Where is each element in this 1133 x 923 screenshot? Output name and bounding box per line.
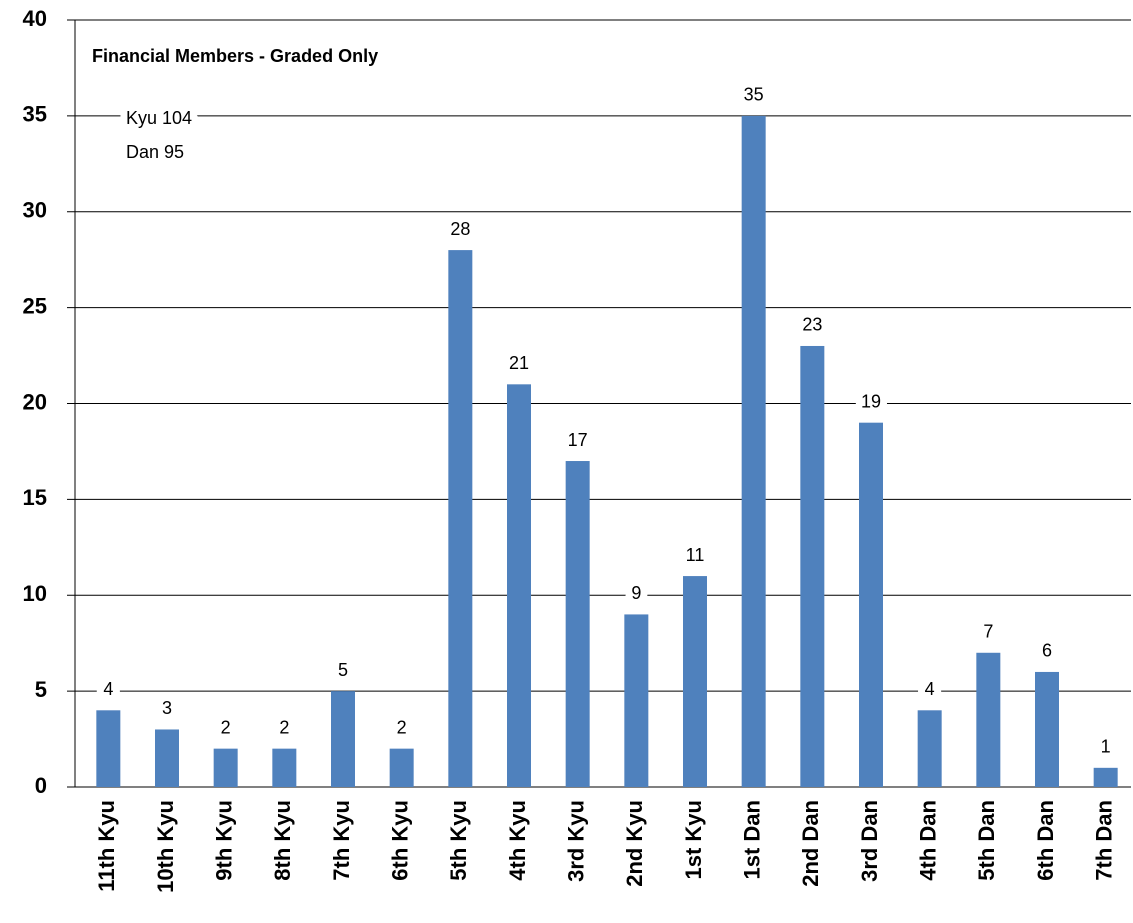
value-label: 35 xyxy=(744,85,764,105)
bar xyxy=(917,710,942,787)
value-label: 23 xyxy=(802,315,822,335)
value-label: 1 xyxy=(1101,737,1111,757)
x-tick-label: 1st Kyu xyxy=(681,800,706,879)
y-tick-label: 10 xyxy=(23,581,47,606)
value-label: 11 xyxy=(686,545,705,565)
x-tick-label: 2nd Kyu xyxy=(622,800,647,887)
x-tick-label: 7th Dan xyxy=(1091,800,1116,881)
bar xyxy=(331,691,355,787)
bar xyxy=(448,250,473,788)
bar xyxy=(859,422,883,787)
x-tick-label: 2nd Dan xyxy=(798,800,823,887)
annotation: Dan 95 xyxy=(126,142,184,162)
x-tick-label: 5th Dan xyxy=(974,800,999,881)
bar xyxy=(624,614,649,787)
value-label: 7 xyxy=(983,622,993,642)
x-tick-label: 11th Kyu xyxy=(94,800,119,892)
value-label: 4 xyxy=(103,679,113,699)
y-tick-label: 0 xyxy=(35,773,47,798)
x-tick-label: 3rd Dan xyxy=(857,800,882,882)
bar xyxy=(155,729,179,787)
y-tick-label: 15 xyxy=(23,485,47,510)
bar xyxy=(96,710,121,787)
x-tick-label: 6th Dan xyxy=(1033,800,1058,881)
value-label: 28 xyxy=(450,219,470,239)
x-tick-label: 8th Kyu xyxy=(270,800,295,881)
bar xyxy=(800,345,825,787)
y-tick-label: 35 xyxy=(23,102,47,127)
bar xyxy=(272,748,297,787)
value-label: 17 xyxy=(568,430,588,450)
value-label: 3 xyxy=(162,698,172,718)
y-tick-label: 40 xyxy=(23,6,47,31)
x-tick-label: 9th Kyu xyxy=(211,800,236,881)
y-tick-label: 25 xyxy=(23,293,47,318)
bar xyxy=(565,461,590,787)
bar xyxy=(1035,671,1059,787)
value-label: 2 xyxy=(279,717,289,737)
chart-title: Financial Members - Graded Only xyxy=(92,46,378,66)
bar xyxy=(213,748,238,787)
x-tick-label: 7th Kyu xyxy=(329,800,354,881)
bar xyxy=(976,652,1001,787)
value-label: 2 xyxy=(221,717,231,737)
value-label: 5 xyxy=(338,660,348,680)
x-tick-label: 1st Dan xyxy=(739,800,764,879)
y-tick-label: 30 xyxy=(23,198,47,223)
bar xyxy=(389,748,414,787)
x-tick-label: 4th Kyu xyxy=(505,800,530,881)
value-label: 19 xyxy=(861,391,881,411)
bar xyxy=(1093,767,1118,787)
value-label: 2 xyxy=(397,717,407,737)
y-tick-label: 20 xyxy=(23,389,47,414)
annotation: Kyu 104 xyxy=(126,108,192,128)
x-tick-label: 3rd Kyu xyxy=(563,800,588,882)
x-tick-label: 4th Dan xyxy=(915,800,940,881)
y-tick-label: 5 xyxy=(35,677,47,702)
bar xyxy=(507,384,531,787)
value-label: 4 xyxy=(925,679,935,699)
bar xyxy=(741,115,766,787)
bar xyxy=(683,576,707,787)
value-label: 6 xyxy=(1042,641,1052,661)
x-tick-label: 6th Kyu xyxy=(387,800,412,881)
value-label: 9 xyxy=(631,583,641,603)
x-tick-label: 10th Kyu xyxy=(153,800,178,893)
x-tick-label: 5th Kyu xyxy=(446,800,471,881)
value-label: 21 xyxy=(509,353,529,373)
